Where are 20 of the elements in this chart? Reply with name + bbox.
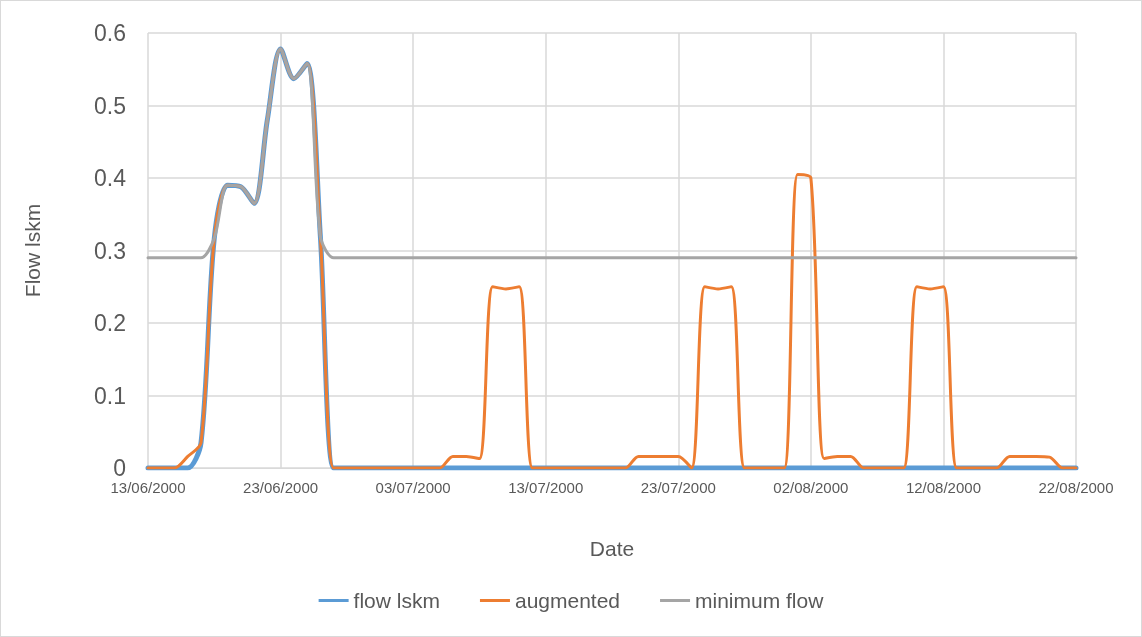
x-tick-label: 13/07/2000 [508,479,584,496]
x-tick-label: 13/06/2000 [110,479,186,496]
y-tick-label: 0.3 [94,237,126,264]
x-tick-label: 23/07/2000 [640,479,716,496]
x-tick-label: 03/07/2000 [375,479,451,496]
x-tick-label: 23/06/2000 [243,479,319,496]
y-tick-label: 0.2 [94,310,126,336]
x-axis-title: Date [589,537,635,560]
legend-label: augmented [514,589,621,612]
y-tick-label: 0.5 [94,92,126,119]
y-axis-title: Flow lskm [21,203,44,298]
y-tick-label: 0.6 [94,20,126,46]
x-tick-label: 12/08/2000 [905,479,981,496]
legend-label: flow lskm [353,589,440,612]
y-tick-label: 0 [113,455,126,481]
x-tick-label: 22/08/2000 [1038,479,1114,496]
x-tick-label: 02/08/2000 [773,479,849,496]
y-tick-label: 0.1 [94,382,126,409]
legend-label: minimum flow [695,589,825,612]
y-tick-label: 0.4 [94,165,127,191]
